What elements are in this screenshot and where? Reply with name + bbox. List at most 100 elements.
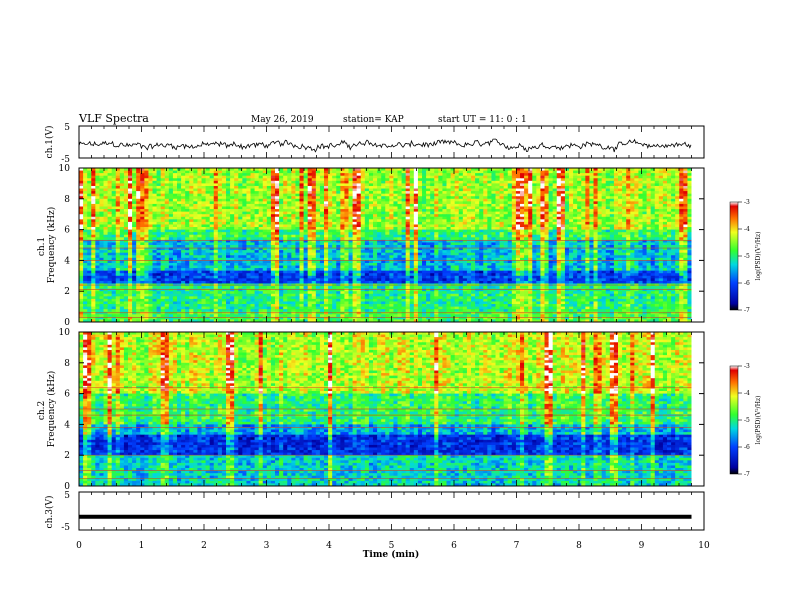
spectrogram-cell [266, 245, 272, 248]
spectrogram-cell [275, 175, 280, 179]
spectrogram-cell [491, 237, 496, 241]
spectrogram-cell [430, 183, 435, 187]
spectrogram-cell [123, 183, 129, 187]
spectrogram-cell [630, 168, 635, 171]
spectrogram-cell [405, 229, 411, 233]
spectrogram-cell [377, 170, 382, 174]
spectrogram-cell [348, 209, 353, 213]
spectrogram-cell [585, 191, 590, 195]
spectrogram-cell [87, 234, 92, 238]
spectrogram-cell [213, 168, 219, 171]
spectrogram-cell [650, 229, 656, 233]
spectrogram-cell [209, 175, 215, 179]
spectrogram-cell [454, 175, 460, 179]
spectrogram-cell [213, 203, 219, 207]
spectrogram-cell [434, 203, 439, 207]
spectrogram-cell [332, 227, 337, 230]
spectrogram-cell [585, 193, 590, 197]
spectrogram-cell [181, 221, 186, 225]
spectrogram-cell [197, 242, 202, 246]
spectrogram-cell [217, 175, 223, 179]
spectrogram-cell [491, 188, 496, 192]
spectrogram-cell [638, 183, 643, 187]
spectrogram-cell [593, 178, 598, 182]
spectrogram-cell [491, 214, 496, 218]
spectrogram-cell [577, 239, 582, 243]
spectrogram-cell [209, 170, 215, 174]
spectrogram-cell [319, 214, 325, 218]
spectrogram-cell [413, 203, 419, 207]
spectrogram-cell [409, 242, 415, 246]
spectrogram-cell [548, 216, 554, 220]
spectrogram-cell [168, 183, 174, 187]
spectrogram-cell [164, 229, 170, 233]
spectrogram-cell [675, 201, 680, 205]
spectrogram-cell [103, 206, 108, 210]
spectrogram-cell [177, 188, 182, 192]
spectrogram-cell [185, 180, 190, 184]
spectrogram-cell [511, 170, 517, 174]
spectrogram-cell [564, 201, 570, 205]
spectrogram-cell [364, 209, 370, 213]
spectrogram-cell [332, 214, 337, 218]
spectrogram-cell [319, 245, 325, 248]
spectrogram-cell [548, 180, 554, 184]
spectrogram-cell [532, 178, 537, 182]
spectrogram-cell [397, 203, 402, 207]
spectrogram-cell [597, 206, 603, 210]
spectrogram-cell [634, 201, 639, 205]
spectrogram-cell [258, 229, 264, 233]
spectrogram-cell [270, 234, 276, 238]
spectrogram-cell [630, 214, 635, 218]
spectrogram-cell [275, 227, 280, 230]
spectrogram-cell [630, 227, 635, 230]
spectrogram-cell [299, 211, 304, 215]
spectrogram-cell [230, 245, 235, 248]
spectrogram-cell [413, 232, 419, 236]
spectrogram-cell [593, 198, 598, 202]
spectrogram-cell [123, 224, 129, 228]
spectrogram-cell [160, 206, 166, 210]
spectrogram-cell [181, 209, 186, 213]
spectrogram-cell [540, 219, 545, 223]
spectrogram-cell [552, 206, 558, 210]
spectrogram-cell [581, 198, 586, 202]
spectrogram-cell [471, 209, 476, 213]
spectrogram-cell [528, 201, 533, 205]
spectrogram-cell [462, 188, 468, 192]
spectrogram-cell [618, 201, 623, 205]
spectrogram-cell [466, 180, 472, 184]
spectrogram-cell [111, 170, 117, 174]
spectrogram-cell [495, 227, 500, 230]
spectrogram-cell [103, 224, 108, 228]
spectrogram-cell [217, 239, 223, 243]
spectrogram-cell [511, 185, 517, 189]
spectrogram-cell [462, 234, 468, 238]
spectrogram-cell [291, 173, 296, 177]
spectrogram-cell [458, 180, 464, 184]
spectrogram-cell [226, 221, 231, 225]
spectrogram-cell [499, 229, 505, 233]
spectrogram-cell [119, 214, 125, 218]
spectrogram-cell [430, 178, 435, 182]
spectrogram-cell [450, 237, 456, 241]
spectrogram-cell [601, 224, 607, 228]
spectrogram-cell [91, 209, 96, 213]
spectrogram-cell [152, 180, 157, 184]
spectrogram-cell [115, 221, 121, 225]
spectrogram-cell [336, 239, 341, 243]
spectrogram-cell [479, 196, 484, 200]
spectrogram-cell [205, 170, 211, 174]
spectrogram-cell [238, 201, 243, 205]
spectrogram-cell [221, 175, 227, 179]
spectrogram-cell [311, 216, 317, 220]
spectrogram-cell [168, 219, 174, 223]
spectrogram-cell [242, 173, 247, 177]
spectrogram-cell [115, 191, 121, 195]
spectrogram-cell [336, 247, 341, 251]
spectrogram-cell [581, 173, 586, 177]
spectrogram-cell [324, 216, 329, 220]
spectrogram-cell [328, 227, 333, 230]
spectrogram-cell [144, 245, 149, 248]
spectrogram-cell [601, 234, 607, 238]
